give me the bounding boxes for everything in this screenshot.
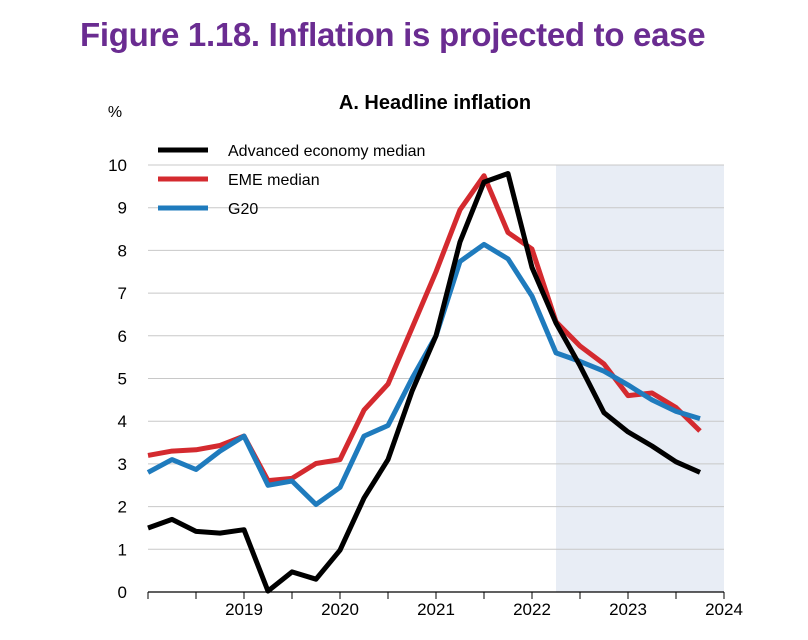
y-tick-label: 8 (118, 241, 127, 260)
y-tick-label: 4 (118, 412, 127, 431)
legend-label: EME median (228, 172, 320, 189)
x-tick-label: 2024 (705, 600, 743, 619)
legend-label: G20 (228, 201, 258, 218)
y-tick-label: 10 (108, 156, 127, 175)
x-tick-label: 2020 (321, 600, 359, 619)
series-lines (146, 171, 702, 594)
legend-label: Advanced economy median (228, 143, 425, 160)
y-tick-label: 0 (118, 583, 127, 602)
x-tick-label: 2022 (513, 600, 551, 619)
y-tick-label: 3 (118, 455, 127, 474)
x-axis-ticks: 2019 2020 2021 2022 2023 2024 (147, 592, 743, 619)
y-tick-label: 7 (118, 284, 127, 303)
y-tick-label: 5 (118, 370, 127, 389)
x-tick-label: 2019 (225, 600, 263, 619)
y-axis-unit-label: % (108, 104, 122, 121)
series-line-g20 (146, 241, 701, 507)
legend: Advanced economy median EME median G20 (158, 143, 425, 218)
series-line-advanced-economy-median (147, 171, 702, 594)
x-tick-label: 2023 (609, 600, 647, 619)
x-tick-label: 2021 (417, 600, 455, 619)
y-axis-ticks: 0 1 2 3 4 5 6 7 8 9 10 (108, 156, 127, 602)
gridlines (148, 164, 724, 550)
y-tick-label: 1 (118, 540, 127, 559)
chart-title: A. Headline inflation (339, 92, 531, 114)
figure-title: Figure 1.18. Inflation is projected to e… (80, 16, 706, 53)
y-tick-label: 2 (118, 498, 127, 517)
y-tick-label: 9 (118, 199, 127, 218)
y-tick-label: 6 (118, 327, 127, 346)
